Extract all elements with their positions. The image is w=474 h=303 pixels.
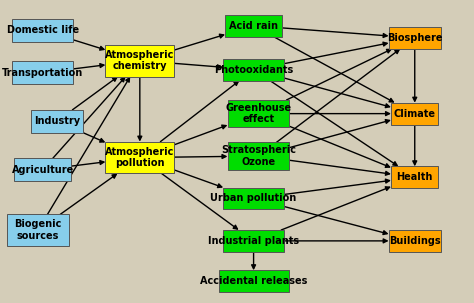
FancyBboxPatch shape <box>219 270 289 292</box>
Text: Atmospheric
chemistry: Atmospheric chemistry <box>105 50 174 72</box>
FancyBboxPatch shape <box>391 166 438 188</box>
FancyBboxPatch shape <box>225 15 282 37</box>
FancyBboxPatch shape <box>105 142 174 173</box>
Text: Urban pollution: Urban pollution <box>210 193 297 204</box>
Text: Health: Health <box>397 172 433 182</box>
FancyBboxPatch shape <box>389 27 441 49</box>
FancyBboxPatch shape <box>223 188 284 209</box>
FancyBboxPatch shape <box>391 103 438 125</box>
FancyBboxPatch shape <box>389 230 441 252</box>
FancyBboxPatch shape <box>12 19 73 42</box>
Text: Atmospheric
pollution: Atmospheric pollution <box>105 147 174 168</box>
Text: Stratospheric
Ozone: Stratospheric Ozone <box>221 145 296 167</box>
Text: Agriculture: Agriculture <box>11 165 74 175</box>
Text: Photooxidants: Photooxidants <box>214 65 293 75</box>
Text: Domestic life: Domestic life <box>7 25 79 35</box>
FancyBboxPatch shape <box>12 61 73 84</box>
Text: Buildings: Buildings <box>389 236 440 246</box>
FancyBboxPatch shape <box>223 59 284 81</box>
Text: Industry: Industry <box>34 116 80 126</box>
Text: Industrial plants: Industrial plants <box>208 236 299 246</box>
Text: Biosphere: Biosphere <box>387 33 443 43</box>
Text: Biogenic
sources: Biogenic sources <box>14 219 62 241</box>
FancyBboxPatch shape <box>14 158 71 181</box>
FancyBboxPatch shape <box>228 100 289 127</box>
Text: Climate: Climate <box>394 108 436 119</box>
Text: Transportation: Transportation <box>2 68 83 78</box>
Text: Acid rain: Acid rain <box>229 21 278 31</box>
FancyBboxPatch shape <box>228 142 289 170</box>
Text: Greenhouse
effect: Greenhouse effect <box>225 103 292 125</box>
FancyBboxPatch shape <box>105 45 174 76</box>
Text: Accidental releases: Accidental releases <box>200 276 307 286</box>
FancyBboxPatch shape <box>7 215 69 246</box>
FancyBboxPatch shape <box>223 230 284 252</box>
FancyBboxPatch shape <box>31 110 83 133</box>
